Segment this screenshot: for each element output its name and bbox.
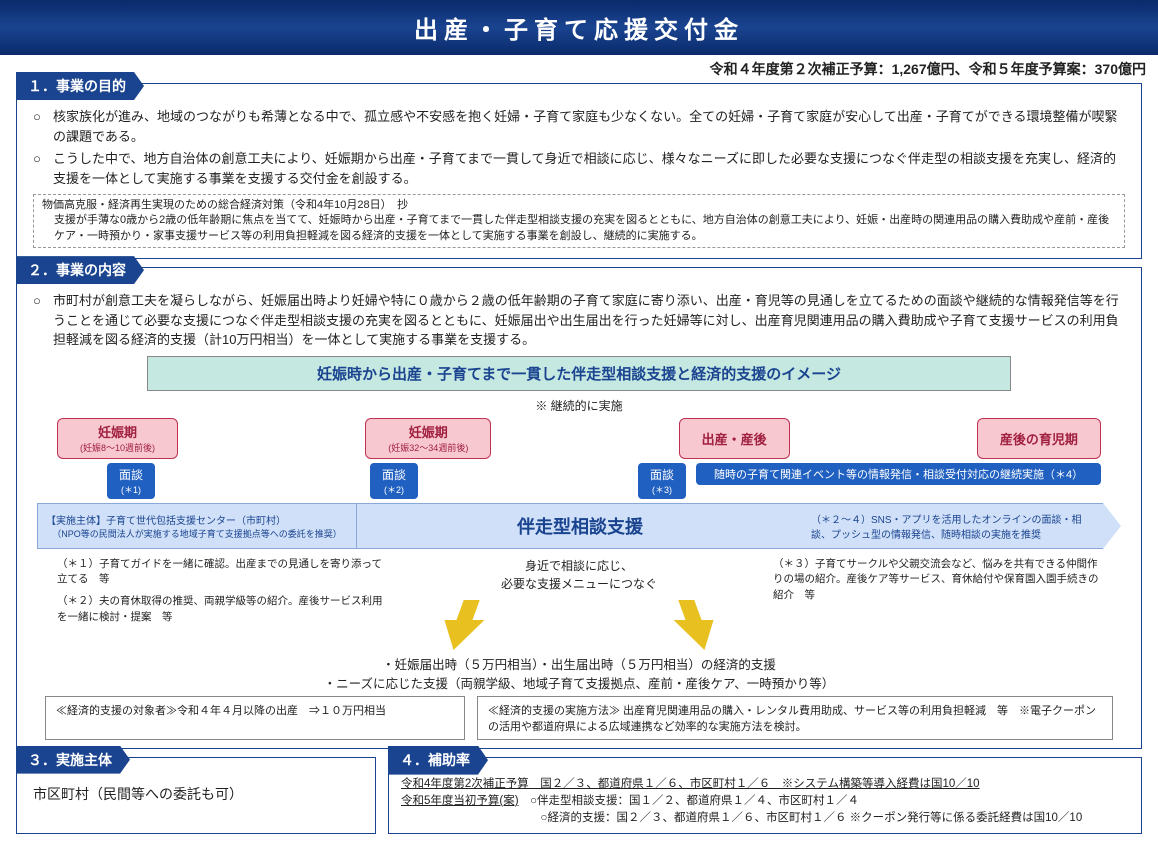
econ-box-1: ≪経済的支援の対象者≫令和４年４月以降の出産 ⇒１０万円相当 (45, 696, 465, 740)
section-3: ３．実施主体 市区町村（民間等への委託も可） (16, 757, 376, 835)
budget-info: 令和４年度第２次補正予算：1,267億円、令和５年度予算案：370億円 (0, 55, 1158, 83)
diagram-title: 妊娠時から出産・子育てまで一貫した伴走型相談支援と経済的支援のイメージ (147, 356, 1011, 391)
s1-bullet-1: ○核家族化が進み、地域のつながりも希薄となる中で、孤立感や不安感を抱く妊婦・子育… (33, 107, 1125, 146)
section-2-tab: ２．事業の内容 (16, 256, 144, 284)
econ-lines: ・妊娠届出時（５万円相当）・出生届出時（５万円相当）の経済的支援 ・ニーズに応じ… (27, 654, 1131, 692)
section-4-tab: ４．補助率 (388, 746, 488, 775)
note-continuous: ※ 継続的に実施 (27, 397, 1131, 414)
main-arrow: 【実施主体】子育て世代包括支援センター（市町村） （NPO等の民間法人が実施する… (37, 503, 1121, 549)
econ-boxes: ≪経済的支援の対象者≫令和４年４月以降の出産 ⇒１０万円相当 ≪経済的支援の実施… (27, 696, 1131, 740)
s2-bullet-1: ○市町村が創意工夫を凝らしながら、妊娠届出時より妊婦や特に０歳から２歳の低年齢期… (33, 291, 1125, 350)
interview-1: 面談(＊1) (107, 463, 155, 499)
arrow-mid: 伴走型相談支援 (357, 503, 803, 549)
section-4: ４．補助率 令和4年度第2次補正予算 国２／３、都道府県１／６、市区町村１／６ … (388, 757, 1142, 835)
section-1: １．事業の目的 ○核家族化が進み、地域のつながりも希薄となる中で、孤立感や不安感… (16, 83, 1142, 259)
phase-1: 妊娠期(妊娠8～10週前後) (57, 418, 178, 459)
section-2: ２．事業の内容 ○市町村が創意工夫を凝らしながら、妊娠届出時より妊婦や特に０歳か… (16, 267, 1142, 749)
interview-3: 面談(＊3) (638, 463, 686, 499)
interview-row: 面談(＊1) 面談(＊2) 面談(＊3) 随時の子育て関連イベント等の情報発信・… (27, 463, 1131, 499)
s1-sub-title: 物価高克服・経済再生実現のための総合経済対策（令和4年10月28日） 抄 (42, 198, 1116, 213)
phase-3: 出産・産後 (679, 418, 790, 459)
s3-body: 市区町村（民間等への委託も可） (29, 776, 363, 812)
section-3-tab: ３．実施主体 (16, 746, 130, 774)
s1-sub-box: 物価高克服・経済再生実現のための総合経済対策（令和4年10月28日） 抄 支援が… (33, 194, 1125, 248)
phase-4: 産後の育児期 (977, 418, 1101, 459)
phase-row: 妊娠期(妊娠8～10週前後) 妊娠期(妊娠32～34週前後) 出産・産後 産後の… (27, 418, 1131, 459)
section-1-tab: １．事業の目的 (16, 72, 144, 100)
fn-left: （＊１）子育てガイドを一緒に確認。出産までの見通しを寄り添って立てる 等 （＊２… (57, 557, 385, 626)
bottom-row: ３．実施主体 市区町村（民間等への委託も可） ４．補助率 令和4年度第2次補正予… (16, 757, 1142, 835)
s1-bullet-2: ○こうした中で、地方自治体の創意工夫により、妊娠期から出産・子育てまで一貫して身… (33, 149, 1125, 188)
econ-box-2: ≪経済的支援の実施方法≫ 出産育児関連用品の購入・レンタル費用助成、サービス等の… (477, 696, 1113, 740)
postbirth-info: 随時の子育て関連イベント等の情報発信・相談受付対応の継続実施（＊4） (696, 463, 1101, 485)
s4-line-3: ○経済的支援：国２／３、都道府県１／６、市区町村１／６ ※クーポン発行等に係る委… (401, 810, 1129, 827)
interview-2: 面談(＊2) (370, 463, 418, 499)
s4-line-2: 令和5年度当初予算(案) ○伴走型相談支援：国１／２、都道府県１／４、市区町村１… (401, 793, 1129, 810)
footnotes: （＊１）子育てガイドを一緒に確認。出産までの見通しを寄り添って立てる 等 （＊２… (27, 553, 1131, 630)
s4-line-1: 令和4年度第2次補正予算 国２／３、都道府県１／６、市区町村１／６ ※システム構… (401, 776, 1129, 793)
arrow-right: （＊２～４）SNS・アプリを活用したオンラインの面談・相談、プッシュ型の情報発信… (803, 503, 1103, 549)
phase-2: 妊娠期(妊娠32～34週前後) (365, 418, 491, 459)
arrow-tip-icon (1103, 503, 1121, 549)
page-title: 出産・子育て応援交付金 (0, 0, 1158, 55)
arrow-left: 【実施主体】子育て世代包括支援センター（市町村） （NPO等の民間法人が実施する… (37, 503, 357, 549)
s1-sub-body: 支援が手薄な0歳から2歳の低年齢期に焦点を当てて、妊娠時から出産・子育てまで一貫… (42, 213, 1116, 244)
fn-right: （＊３）子育てサークルや父親交流会など、悩みを共有できる仲間作りの場の紹介。産後… (773, 557, 1101, 626)
